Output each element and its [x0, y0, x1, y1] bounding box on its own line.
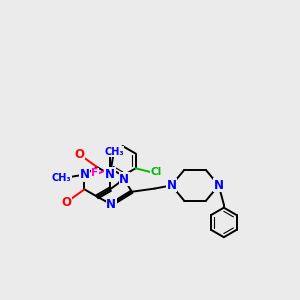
Text: N: N — [119, 172, 129, 186]
Text: O: O — [61, 196, 72, 208]
Text: CH₃: CH₃ — [52, 173, 71, 183]
Text: CH₃: CH₃ — [104, 147, 124, 157]
Text: N: N — [80, 168, 89, 181]
Text: N: N — [106, 198, 116, 211]
Text: O: O — [74, 148, 84, 161]
Text: N: N — [167, 179, 176, 192]
Text: F: F — [91, 168, 98, 178]
Text: N: N — [214, 179, 224, 192]
Text: N: N — [105, 168, 115, 181]
Text: Cl: Cl — [150, 167, 162, 177]
